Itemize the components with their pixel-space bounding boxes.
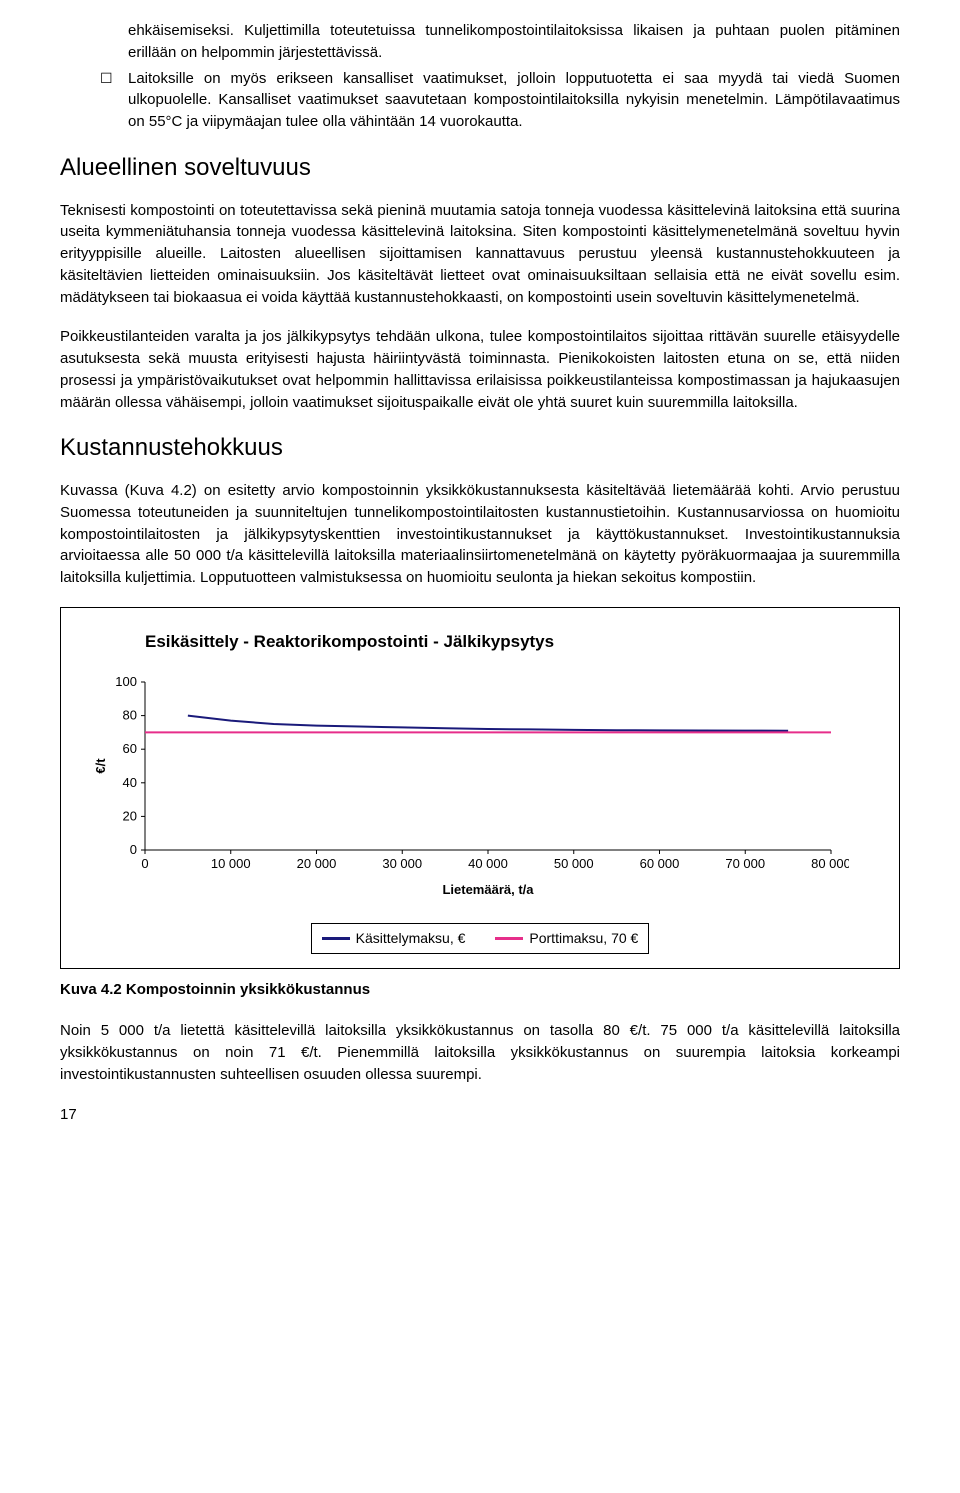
bullet-item: ☐ Laitoksille on myös erikseen kansallis…: [100, 68, 900, 133]
line-chart-svg: 0 20 40 60 80 100 0 10 000 20 000 30 000 40 000 50 …: [89, 672, 849, 902]
svg-text:10 000: 10 000: [211, 856, 251, 871]
svg-text:30 000: 30 000: [382, 856, 422, 871]
bullet-text: Laitoksille on myös erikseen kansalliset…: [128, 68, 900, 133]
svg-text:60: 60: [123, 742, 137, 757]
legend-item: Käsittelymaksu, €: [322, 928, 466, 948]
svg-text:0: 0: [130, 842, 137, 857]
svg-text:Lietemäärä, t/a: Lietemäärä, t/a: [442, 882, 534, 897]
legend-label: Porttimaksu, 70 €: [529, 928, 638, 948]
svg-text:40: 40: [123, 775, 137, 790]
svg-text:80 000: 80 000: [811, 856, 849, 871]
paragraph: Teknisesti kompostointi on toteutettavis…: [60, 200, 900, 309]
svg-text:40 000: 40 000: [468, 856, 508, 871]
legend-label: Käsittelymaksu, €: [356, 928, 466, 948]
bullet-marker: [100, 20, 128, 64]
bullet-item: ehkäisemiseksi. Kuljettimilla toteutetui…: [100, 20, 900, 64]
page-number: 17: [60, 1104, 900, 1126]
paragraph: Kuvassa (Kuva 4.2) on esitetty arvio kom…: [60, 480, 900, 589]
paragraph: Noin 5 000 t/a lietettä käsittelevillä l…: [60, 1020, 900, 1085]
heading-kustannus: Kustannustehokkuus: [60, 431, 900, 466]
svg-text:60 000: 60 000: [640, 856, 680, 871]
svg-text:0: 0: [141, 856, 148, 871]
legend-swatch: [322, 937, 350, 940]
heading-alueellinen: Alueellinen soveltuvuus: [60, 151, 900, 186]
chart-legend: Käsittelymaksu, € Porttimaksu, 70 €: [311, 923, 650, 953]
bullet-marker: ☐: [100, 68, 128, 133]
legend-item: Porttimaksu, 70 €: [495, 928, 638, 948]
chart-title: Esikäsittely - Reaktorikompostointi - Jä…: [145, 630, 871, 655]
svg-text:20: 20: [123, 809, 137, 824]
figure-caption: Kuva 4.2 Kompostoinnin yksikkökustannus: [60, 979, 900, 1001]
chart-container: Esikäsittely - Reaktorikompostointi - Jä…: [60, 607, 900, 969]
svg-text:20 000: 20 000: [297, 856, 337, 871]
svg-text:80: 80: [123, 708, 137, 723]
chart-plot: 0 20 40 60 80 100 0 10 000 20 000 30 000 40 000 50 …: [89, 672, 871, 909]
svg-text:100: 100: [115, 674, 137, 689]
paragraph: Poikkeustilanteiden varalta ja jos jälki…: [60, 326, 900, 413]
svg-text:50 000: 50 000: [554, 856, 594, 871]
svg-text:€/t: €/t: [93, 758, 108, 774]
bullet-text: ehkäisemiseksi. Kuljettimilla toteutetui…: [128, 20, 900, 64]
legend-swatch: [495, 937, 523, 940]
bullet-list: ehkäisemiseksi. Kuljettimilla toteutetui…: [100, 20, 900, 133]
svg-text:70 000: 70 000: [725, 856, 765, 871]
